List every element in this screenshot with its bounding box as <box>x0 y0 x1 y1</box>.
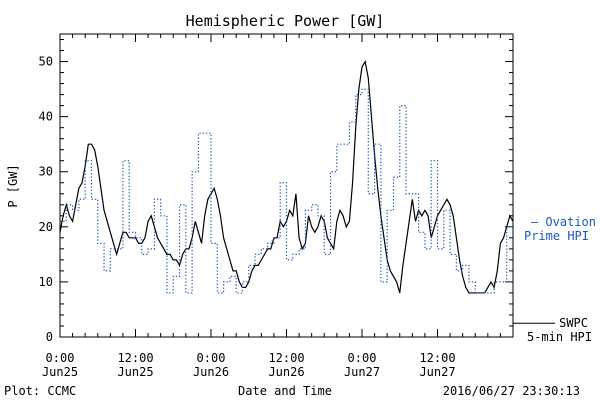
legend-ovation-line1: — Ovation <box>531 215 596 229</box>
x-tick-time-label: 12:00 <box>117 351 153 365</box>
y-tick-label: 50 <box>39 55 53 69</box>
legend-swpc-line1: SWPC <box>559 316 588 330</box>
legend-swpc-line2: 5-min HPI <box>527 330 592 344</box>
y-tick-label: 30 <box>39 165 53 179</box>
y-tick-label: 20 <box>39 220 53 234</box>
x-axis-label: Date and Time <box>238 384 332 398</box>
x-tick-date-label: Jun25 <box>42 365 78 379</box>
footer-left: Plot: CCMC <box>4 384 76 398</box>
y-axis-ticks: 0 10 20 30 40 50 <box>39 39 513 344</box>
x-tick-date-label: Jun26 <box>268 365 304 379</box>
y-tick-label: 40 <box>39 110 53 124</box>
x-tick-date-label: Jun26 <box>193 365 229 379</box>
legend-ovation-line2: Prime HPI <box>524 229 589 243</box>
y-tick-label: 10 <box>39 275 53 289</box>
series-ovation-prime-line <box>60 88 513 294</box>
x-tick-time-label: 12:00 <box>419 351 455 365</box>
y-tick-label: 0 <box>46 330 53 344</box>
x-tick-date-label: Jun25 <box>117 365 153 379</box>
x-tick-time-label: 0:00 <box>197 351 226 365</box>
x-tick-date-label: Jun27 <box>344 365 380 379</box>
x-tick-time-label: 12:00 <box>268 351 304 365</box>
y-axis-label: P [GW] <box>6 164 20 207</box>
series-swpc-line <box>59 59 514 294</box>
x-axis-ticks: 0:00Jun2512:00Jun250:00Jun2612:00Jun260:… <box>42 34 501 379</box>
chart-title: Hemispheric Power [GW] <box>186 12 385 30</box>
footer-right: 2016/06/27 23:30:13 <box>443 384 580 398</box>
x-tick-time-label: 0:00 <box>46 351 75 365</box>
x-tick-date-label: Jun27 <box>419 365 455 379</box>
x-tick-time-label: 0:00 <box>348 351 377 365</box>
series-layer <box>59 59 514 294</box>
